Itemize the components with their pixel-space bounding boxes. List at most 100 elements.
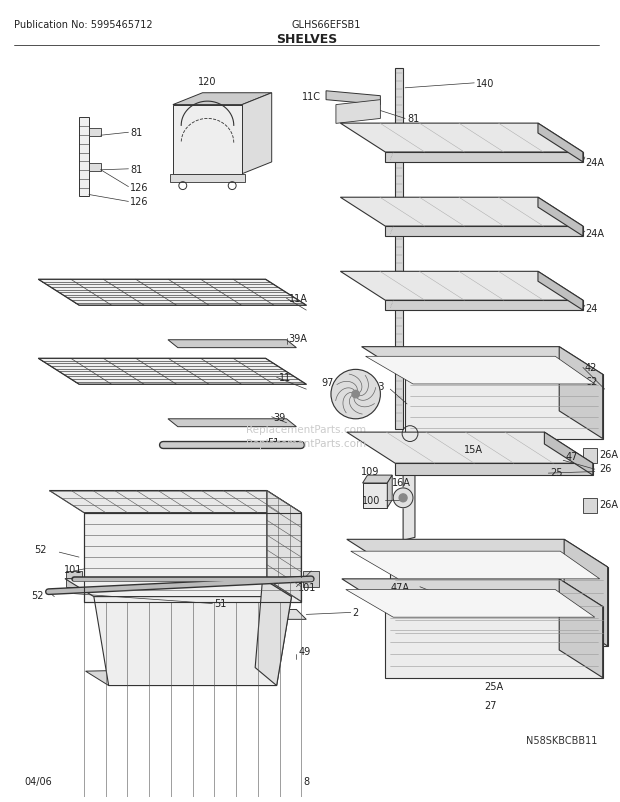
Text: 16A: 16A — [392, 477, 410, 488]
Text: 101: 101 — [298, 582, 317, 592]
Text: 126: 126 — [130, 182, 149, 192]
Polygon shape — [346, 589, 595, 618]
Polygon shape — [351, 552, 600, 579]
Text: 47: 47 — [565, 452, 577, 462]
Text: ReplacementParts.com: ReplacementParts.com — [246, 424, 366, 434]
Polygon shape — [559, 579, 603, 678]
Text: 11: 11 — [278, 373, 291, 383]
Polygon shape — [340, 124, 583, 153]
Polygon shape — [405, 375, 603, 439]
Polygon shape — [336, 100, 381, 124]
Polygon shape — [173, 105, 242, 175]
Text: 04/06: 04/06 — [25, 776, 53, 787]
Text: 81: 81 — [130, 128, 143, 138]
Text: ReplacementParts.com: ReplacementParts.com — [246, 439, 366, 449]
Polygon shape — [79, 118, 89, 197]
Text: 39: 39 — [273, 412, 286, 423]
Polygon shape — [538, 198, 583, 237]
Polygon shape — [583, 498, 597, 513]
Text: 26A: 26A — [600, 499, 619, 509]
Polygon shape — [84, 513, 301, 602]
Polygon shape — [326, 91, 381, 105]
Text: 42: 42 — [585, 363, 597, 373]
Polygon shape — [538, 124, 583, 163]
Text: 26: 26 — [600, 464, 612, 474]
Polygon shape — [66, 571, 82, 587]
Polygon shape — [104, 610, 306, 620]
Polygon shape — [86, 668, 277, 686]
Polygon shape — [242, 94, 272, 175]
Polygon shape — [89, 164, 101, 172]
Polygon shape — [385, 227, 583, 237]
Text: 8: 8 — [303, 776, 309, 787]
Polygon shape — [385, 607, 603, 678]
Polygon shape — [94, 597, 291, 686]
Text: 52: 52 — [32, 590, 44, 600]
Polygon shape — [38, 358, 306, 385]
Text: 24A: 24A — [585, 158, 604, 168]
Text: N58SKBCBB11: N58SKBCBB11 — [526, 735, 598, 745]
Text: 126: 126 — [130, 197, 149, 207]
Text: 25: 25 — [551, 468, 563, 477]
Polygon shape — [395, 69, 403, 429]
Text: 25A: 25A — [484, 681, 503, 691]
Text: 39A: 39A — [288, 334, 308, 343]
Polygon shape — [388, 476, 392, 508]
Polygon shape — [544, 432, 593, 476]
Polygon shape — [347, 540, 608, 567]
Text: 24A: 24A — [585, 229, 604, 239]
Text: 52: 52 — [35, 545, 47, 554]
Polygon shape — [564, 540, 608, 646]
Polygon shape — [255, 579, 291, 686]
Polygon shape — [363, 484, 388, 508]
Polygon shape — [340, 272, 583, 301]
Polygon shape — [385, 153, 583, 163]
Text: 49: 49 — [298, 646, 311, 656]
Polygon shape — [38, 280, 306, 306]
Polygon shape — [538, 272, 583, 310]
Circle shape — [352, 391, 360, 399]
Text: 97: 97 — [321, 378, 334, 387]
Polygon shape — [361, 347, 603, 375]
Polygon shape — [395, 464, 593, 476]
Text: SHELVES: SHELVES — [276, 33, 337, 46]
Text: 26A: 26A — [600, 450, 619, 460]
Polygon shape — [366, 357, 595, 384]
Text: 15A: 15A — [464, 445, 484, 455]
Circle shape — [331, 370, 381, 419]
Polygon shape — [390, 567, 608, 646]
Text: 140: 140 — [476, 79, 495, 89]
Polygon shape — [65, 579, 291, 597]
Polygon shape — [50, 491, 301, 513]
Polygon shape — [173, 94, 272, 105]
Text: 51: 51 — [267, 437, 279, 447]
Text: 11C: 11C — [302, 91, 321, 102]
Text: 27: 27 — [484, 700, 497, 711]
Polygon shape — [170, 175, 245, 182]
Polygon shape — [559, 347, 603, 439]
Text: 109: 109 — [361, 467, 379, 476]
Polygon shape — [168, 340, 296, 348]
Text: GLHS66EFSB1: GLHS66EFSB1 — [291, 19, 361, 30]
Text: 81: 81 — [130, 164, 143, 175]
Polygon shape — [347, 432, 593, 464]
Text: 51: 51 — [215, 597, 227, 608]
Text: 101: 101 — [64, 565, 82, 574]
Text: 2: 2 — [353, 608, 359, 618]
Polygon shape — [340, 198, 583, 227]
Text: Publication No: 5995465712: Publication No: 5995465712 — [14, 19, 153, 30]
Text: 123: 123 — [367, 382, 385, 391]
Text: 120: 120 — [198, 77, 217, 87]
Circle shape — [393, 488, 413, 508]
Text: 62: 62 — [585, 377, 597, 387]
Polygon shape — [168, 419, 296, 427]
Polygon shape — [267, 491, 301, 602]
Text: 42A: 42A — [366, 437, 385, 447]
Polygon shape — [363, 476, 392, 484]
Polygon shape — [583, 449, 597, 464]
Polygon shape — [303, 571, 319, 587]
Text: 81: 81 — [407, 114, 419, 124]
Polygon shape — [342, 579, 603, 607]
Text: 24: 24 — [585, 304, 597, 314]
Polygon shape — [385, 301, 583, 310]
